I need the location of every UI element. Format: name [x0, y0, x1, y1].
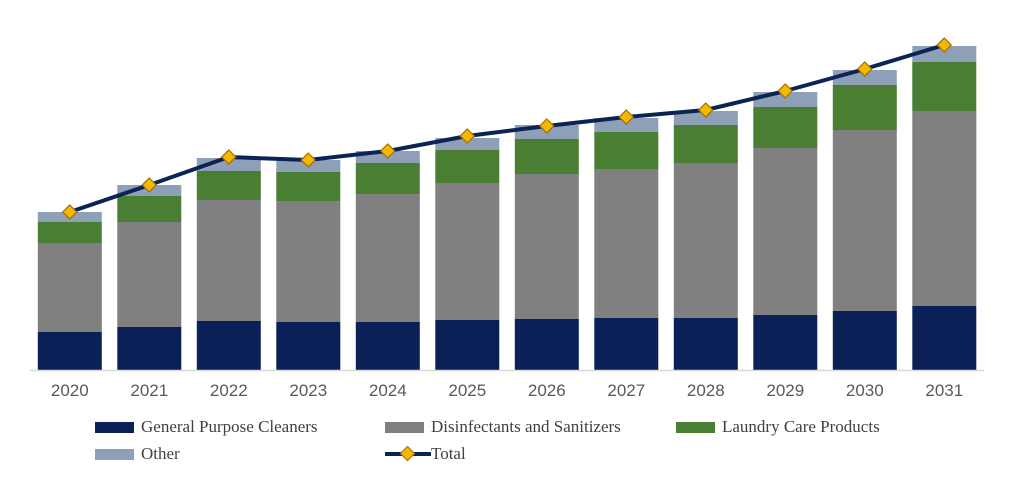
bar-disinfectants-and-sanitizers-2020 [37, 243, 102, 332]
x-tick-label-2020: 2020 [51, 381, 89, 400]
x-tick-label-2025: 2025 [448, 381, 486, 400]
x-tick-label-2029: 2029 [766, 381, 804, 400]
bar-laundry-care-products-2021 [117, 196, 182, 222]
bar-general-purpose-cleaners-2030 [832, 311, 897, 370]
x-tick-label-2027: 2027 [607, 381, 645, 400]
diamond-marker-icon [399, 445, 416, 462]
bar-laundry-care-products-2020 [37, 222, 102, 243]
total-marker-2026 [538, 118, 555, 134]
bar-disinfectants-and-sanitizers-2024 [355, 194, 420, 322]
stacked-bar-chart: 2020 2021 2022 2023 2024 2025 2026 2027 2028 2029… [30, 37, 984, 400]
bar-general-purpose-cleaners-2025 [435, 320, 500, 370]
bar-laundry-care-products-2031 [912, 62, 977, 111]
legend-swatch-general-purpose-cleaners [95, 421, 134, 433]
x-tick-label-2026: 2026 [528, 381, 566, 400]
x-tick-label-2023: 2023 [289, 381, 327, 400]
bar-laundry-care-products-2022 [196, 171, 261, 200]
x-tick-label-2028: 2028 [687, 381, 725, 400]
bar-laundry-care-products-2027 [594, 132, 659, 169]
bar-general-purpose-cleaners-2024 [355, 322, 420, 370]
legend-label-other: Other [141, 444, 180, 463]
bar-disinfectants-and-sanitizers-2026 [514, 174, 579, 319]
bar-general-purpose-cleaners-2027 [594, 318, 659, 370]
total-marker-2024 [379, 143, 396, 159]
bar-disinfectants-and-sanitizers-2027 [594, 169, 659, 318]
bar-other-2028 [673, 111, 738, 125]
legend-swatch-laundry-care [676, 421, 715, 433]
legend-label-general-purpose-cleaners: General Purpose Cleaners [141, 417, 318, 436]
total-marker-2022 [220, 149, 237, 165]
bar-general-purpose-cleaners-2021 [117, 327, 182, 370]
legend-item-laundry-care: Laundry Care Products [676, 415, 880, 439]
legend-swatch-other [95, 448, 134, 460]
bar-laundry-care-products-2024 [355, 163, 420, 194]
bar-disinfectants-and-sanitizers-2031 [912, 111, 977, 306]
total-marker-2021 [141, 177, 158, 193]
bar-disinfectants-and-sanitizers-2025 [435, 183, 500, 320]
total-marker-2028 [697, 102, 714, 118]
bar-general-purpose-cleaners-2023 [276, 322, 341, 370]
total-marker-2020 [61, 204, 78, 220]
x-tick-label-2022: 2022 [210, 381, 248, 400]
total-line [69, 43, 945, 214]
bar-laundry-care-products-2025 [435, 150, 500, 183]
bar-disinfectants-and-sanitizers-2023 [276, 201, 341, 322]
x-tick-label-2021: 2021 [130, 381, 168, 400]
total-marker-2029 [777, 83, 794, 99]
legend-swatch-disinfectants [385, 421, 424, 433]
x-tick-label-2030: 2030 [846, 381, 884, 400]
bar-general-purpose-cleaners-2028 [673, 318, 738, 370]
total-marker-2030 [856, 61, 873, 77]
bar-general-purpose-cleaners-2026 [514, 319, 579, 370]
x-tick-label-2024: 2024 [369, 381, 407, 400]
total-marker-2023 [300, 152, 317, 168]
total-marker-2027 [618, 109, 635, 125]
bar-other-2027 [594, 118, 659, 132]
legend-label-disinfectants: Disinfectants and Sanitizers [431, 417, 621, 436]
legend-item-general-purpose-cleaners: General Purpose Cleaners [95, 415, 318, 439]
legend-swatch-total [385, 445, 431, 462]
bar-general-purpose-cleaners-2029 [753, 315, 818, 370]
bar-laundry-care-products-2030 [832, 85, 897, 130]
bar-general-purpose-cleaners-2022 [196, 321, 261, 370]
bar-laundry-care-products-2026 [514, 139, 579, 174]
chart-legend: General Purpose Cleaners Disinfectants a… [95, 413, 995, 473]
bar-laundry-care-products-2028 [673, 125, 738, 163]
total-marker-2031 [936, 37, 953, 53]
bar-disinfectants-and-sanitizers-2022 [196, 200, 261, 321]
legend-item-disinfectants: Disinfectants and Sanitizers [385, 415, 621, 439]
bar-general-purpose-cleaners-2031 [912, 306, 977, 370]
x-tick-label-2031: 2031 [925, 381, 963, 400]
total-marker-2025 [459, 128, 476, 144]
bar-laundry-care-products-2023 [276, 172, 341, 201]
bar-disinfectants-and-sanitizers-2030 [832, 130, 897, 311]
bar-general-purpose-cleaners-2020 [37, 332, 102, 370]
legend-item-total: Total [385, 442, 466, 466]
bar-disinfectants-and-sanitizers-2029 [753, 148, 818, 315]
bar-laundry-care-products-2029 [753, 107, 818, 148]
bar-disinfectants-and-sanitizers-2028 [673, 163, 738, 318]
legend-item-other: Other [95, 442, 180, 466]
legend-label-laundry-care: Laundry Care Products [722, 417, 880, 436]
legend-label-total: Total [431, 444, 466, 463]
bar-disinfectants-and-sanitizers-2021 [117, 222, 182, 327]
